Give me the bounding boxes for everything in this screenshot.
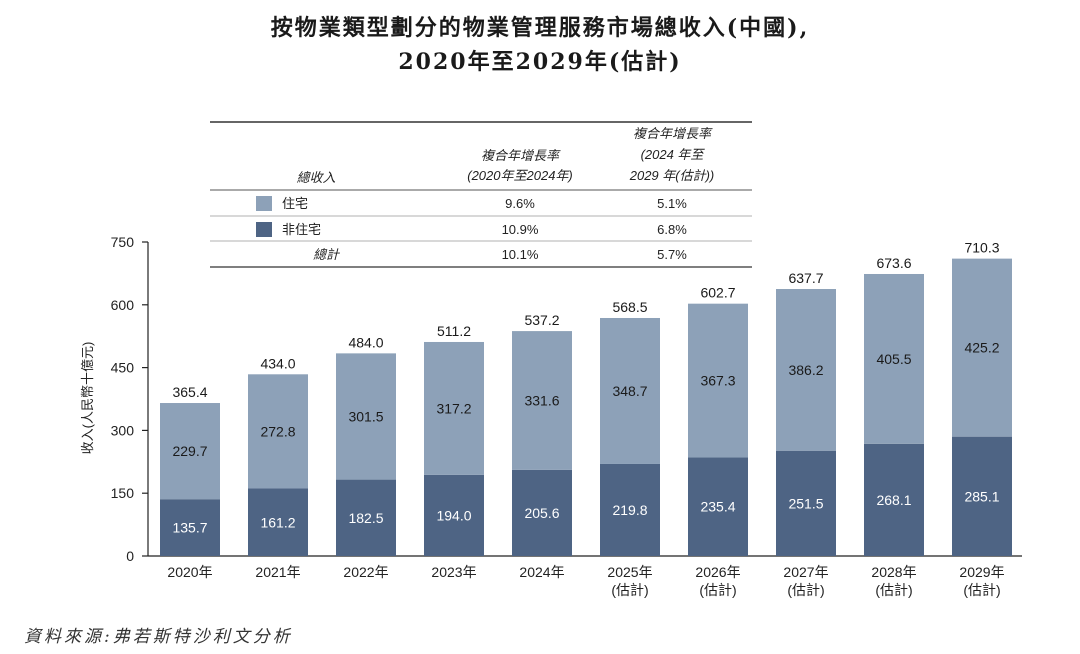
data-label-residential: 348.7 (612, 383, 647, 399)
x-tick-label: (估計) (787, 582, 824, 598)
bar-non-residential (336, 479, 396, 556)
data-label-non-residential: 135.7 (172, 520, 207, 536)
data-label-residential: 229.7 (172, 443, 207, 459)
x-tick-label: (估計) (963, 582, 1000, 598)
bar-non-residential (776, 450, 836, 556)
data-label-total: 484.0 (348, 334, 383, 350)
x-tick-label: 2028年 (871, 564, 916, 580)
bar-residential (424, 341, 484, 475)
data-label-residential: 405.5 (876, 351, 911, 367)
y-tick-label: 150 (111, 485, 135, 501)
data-label-total: 637.7 (788, 270, 823, 286)
data-label-total: 602.7 (700, 285, 735, 301)
data-label-total: 511.2 (437, 323, 471, 339)
cagr-2024-2029-value: 5.1% (657, 196, 687, 211)
data-label-residential: 425.2 (964, 340, 999, 356)
data-label-residential: 301.5 (348, 408, 383, 424)
legend-label: 住宅 (282, 196, 308, 211)
y-tick-label: 0 (126, 548, 134, 564)
bar-non-residential (688, 457, 748, 556)
y-tick-label: 600 (111, 297, 135, 313)
data-label-residential: 367.3 (700, 373, 735, 389)
table-header-cagr-2024-2029: (2024 年至 (641, 147, 706, 162)
data-label-non-residential: 205.6 (524, 505, 559, 521)
bar-non-residential (600, 463, 660, 556)
data-label-non-residential: 194.0 (436, 507, 471, 523)
cagr-2020-2024-value: 10.9% (502, 222, 539, 237)
y-tick-label: 750 (111, 234, 135, 250)
data-label-total: 365.4 (172, 384, 207, 400)
bar-non-residential (864, 443, 924, 556)
x-tick-label: 2022年 (343, 564, 388, 580)
bar-non-residential (160, 499, 220, 556)
data-label-total: 710.3 (964, 240, 999, 256)
legend-swatch-residential (256, 196, 272, 211)
data-label-residential: 331.6 (524, 393, 559, 409)
bar-residential (160, 403, 220, 500)
bar-residential (336, 353, 396, 480)
x-tick-label: (估計) (611, 582, 648, 598)
cagr-2020-2024-value: 9.6% (505, 196, 535, 211)
x-tick-label: 2020年 (167, 564, 212, 580)
data-label-total: 673.6 (876, 255, 911, 271)
data-label-residential: 317.2 (436, 400, 471, 416)
cagr-2020-2024-value: 10.1% (502, 247, 539, 262)
y-tick-label: 450 (111, 360, 135, 376)
bar-non-residential (512, 469, 572, 556)
table-header-total-revenue: 總收入 (296, 170, 335, 185)
bar-residential (952, 258, 1012, 437)
x-tick-label: 2023年 (431, 564, 476, 580)
x-tick-label: 2026年 (695, 564, 740, 580)
chart-title-line1: 按物業類型劃分的物業管理服務市場總收入(中國), (270, 15, 810, 41)
source-note: 資料來源:弗若斯特沙利文分析 (24, 627, 293, 647)
bar-non-residential (248, 488, 308, 556)
cagr-2024-2029-value: 5.7% (657, 247, 687, 262)
x-tick-label: (估計) (875, 582, 912, 598)
bar-residential (688, 303, 748, 458)
data-label-residential: 272.8 (260, 423, 295, 439)
x-tick-label: (估計) (699, 582, 736, 598)
bar-residential (776, 289, 836, 451)
data-label-total: 568.5 (612, 299, 647, 315)
bar-residential (512, 331, 572, 470)
y-tick-label: 300 (111, 422, 135, 438)
x-tick-label: 2029年 (959, 564, 1004, 580)
data-label-non-residential: 219.8 (612, 502, 647, 518)
data-label-non-residential: 285.1 (964, 488, 999, 504)
data-label-total: 537.2 (524, 312, 559, 328)
data-label-non-residential: 161.2 (260, 514, 295, 530)
x-tick-label: 2021年 (255, 564, 300, 580)
table-header-cagr-2024-2029: 複合年增長率 (633, 126, 713, 141)
cagr-2024-2029-value: 6.8% (657, 222, 687, 237)
x-tick-label: 2027年 (783, 564, 828, 580)
bar-residential (248, 374, 308, 489)
legend-label: 非住宅 (282, 222, 321, 237)
bar-residential (864, 273, 924, 444)
legend-label-total: 總計 (313, 247, 341, 262)
legend-swatch-non-residential (256, 222, 272, 237)
table-header-cagr-2020-2024: (2020年至2024年) (467, 168, 573, 183)
table-header-cagr-2020-2024: 複合年增長率 (481, 148, 561, 163)
y-axis-label: 收入(人民幣十億元) (80, 342, 95, 455)
bar-non-residential (424, 474, 484, 556)
table-header-cagr-2024-2029: 2029 年(估計)) (629, 168, 715, 183)
data-label-non-residential: 182.5 (348, 510, 383, 526)
chart-title-line2: 2020年至2029年(估計) (398, 49, 682, 75)
bar-non-residential (952, 436, 1012, 556)
x-tick-label: 2024年 (519, 564, 564, 580)
data-label-total: 434.0 (260, 355, 295, 371)
x-tick-label: 2025年 (607, 564, 652, 580)
data-label-residential: 386.2 (788, 362, 823, 378)
bar-residential (600, 317, 660, 464)
data-label-non-residential: 251.5 (788, 495, 823, 511)
data-label-non-residential: 268.1 (876, 492, 911, 508)
data-label-non-residential: 235.4 (700, 499, 735, 515)
